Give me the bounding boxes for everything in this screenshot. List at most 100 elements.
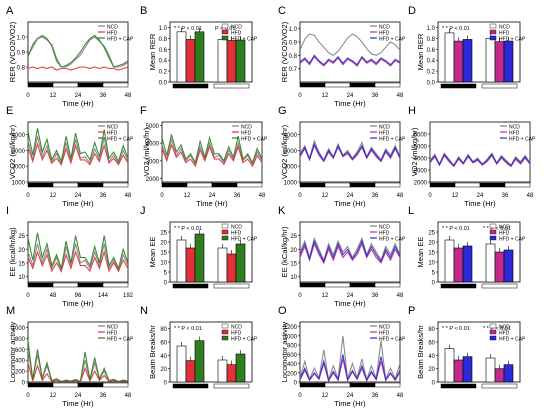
legend-swatch — [489, 323, 497, 329]
x-axis-label: Time (Hr) — [62, 99, 94, 108]
bar-dark-hfd — [185, 39, 196, 83]
legend-swatch — [489, 23, 497, 29]
x-tick-label: 48 — [397, 293, 404, 299]
bar-light-ncd — [485, 243, 496, 283]
y-tick-label: 1000 — [12, 326, 26, 332]
series-line-hfd — [161, 143, 263, 168]
y-tick-label: 5000 — [146, 124, 160, 130]
dark-phase-bar — [479, 182, 506, 188]
y-tick-label: 0 — [22, 381, 26, 387]
legend-label: NCD — [107, 125, 118, 131]
panel-letter: F — [140, 105, 147, 117]
y-tick-label: 600 — [15, 348, 26, 354]
x-tick-label: 48 — [125, 93, 132, 99]
x-tick-label: 36 — [234, 193, 241, 199]
significance-annotation: * * P < 0.01 — [174, 26, 202, 32]
bar-light-hfd-cap — [503, 364, 514, 383]
y-tick-label: 20 — [428, 367, 435, 373]
y-tick-label: 3000 — [414, 169, 428, 175]
panel-letter: K — [278, 205, 286, 217]
legend-label: NCD — [107, 25, 118, 31]
y-axis-label: VO2 (ml/kg/hr) — [410, 127, 419, 176]
y-tick-label: 0.9 — [17, 51, 26, 57]
bar-dark-ncd — [444, 239, 455, 283]
legend-label: HFD — [107, 331, 118, 337]
x-tick-label: 192 — [123, 293, 134, 299]
legend-label: NCD — [241, 125, 252, 131]
legend-swatch — [221, 335, 229, 341]
significance-annotation: P < 0.01 — [215, 26, 236, 32]
x-tick-label: 48 — [259, 193, 266, 199]
legend-label: HFD — [107, 31, 118, 37]
legend-label: HFD — [231, 231, 242, 237]
panel-letter: C — [278, 5, 286, 17]
legend-label: HFD — [509, 131, 520, 137]
dark-phase-bar — [299, 282, 326, 288]
x-tick-label: 36 — [372, 393, 379, 399]
y-tick-label: 3000 — [146, 159, 160, 165]
y-tick-label: 0.8 — [289, 54, 298, 60]
y-tick-label: 0 — [432, 381, 436, 387]
legend-swatch — [489, 329, 497, 335]
legend-label: NCD — [379, 125, 390, 131]
y-tick-label: 0.6 — [159, 48, 168, 54]
legend-label: HFD — [241, 131, 252, 137]
y-tick-label: 600 — [287, 353, 298, 359]
bar-dark-hfd — [453, 247, 464, 283]
series-line-hfd-cap — [27, 341, 129, 383]
bar-dark-hfd — [185, 360, 196, 383]
dark-phase-bar — [299, 82, 326, 88]
legend-label: NCD — [509, 125, 520, 131]
bar-dark-hfd-cap — [194, 31, 205, 83]
x-tick-label: 48 — [50, 293, 57, 299]
series-line-hfd-cap — [299, 142, 401, 162]
panel-letter: D — [408, 5, 416, 17]
legend-label: HFD + CAP — [379, 137, 406, 143]
y-tick-label: 0.4 — [427, 59, 436, 65]
light-phase-bar — [236, 182, 263, 188]
panel-letter: J — [140, 205, 146, 217]
y-tick-label: 1000 — [284, 334, 298, 340]
dark-phase-bar — [27, 82, 54, 88]
y-tick-label: 2000 — [284, 165, 298, 171]
significance-annotation: * * P < 0.01 — [483, 326, 511, 332]
light-phase-bar — [324, 282, 351, 288]
legend-label: HFD + CAP — [241, 137, 268, 143]
legend-label: HFD — [499, 331, 510, 337]
significance-annotation: * * P < 0.01 — [442, 326, 470, 332]
series-line-hfd-cap — [299, 54, 401, 66]
x-tick-label: 0 — [298, 393, 302, 399]
dark-phase-bar — [27, 282, 54, 288]
y-tick-label: 40 — [160, 354, 167, 360]
dark-phase-bar — [440, 283, 477, 289]
y-tick-label: 0.0 — [159, 81, 168, 87]
y-tick-label: 25 — [160, 231, 167, 237]
y-axis-label: Mean EE — [416, 237, 425, 268]
x-axis-label: Time (Hr) — [334, 399, 366, 408]
x-tick-label: 0 — [428, 193, 432, 199]
dark-phase-bar — [77, 282, 104, 288]
bar-dark-hfd-cap — [462, 39, 473, 83]
legend-swatch — [489, 29, 497, 35]
legend-label: HFD + CAP — [231, 237, 258, 243]
panel-letter: M — [6, 305, 15, 317]
bar-light-hfd — [226, 40, 237, 83]
y-axis-label: Mean RER — [148, 33, 157, 70]
light-phase-bar — [52, 182, 79, 188]
x-axis-label: Time (Hr) — [62, 399, 94, 408]
x-tick-label: 48 — [125, 193, 132, 199]
significance-annotation: * * P < 0.01 — [442, 26, 470, 32]
legend-swatch — [489, 235, 497, 241]
y-tick-label: 10 — [290, 275, 297, 281]
legend-label: NCD — [107, 325, 118, 331]
x-tick-label: 36 — [372, 193, 379, 199]
x-tick-label: 12 — [452, 193, 459, 199]
x-tick-label: 24 — [75, 193, 82, 199]
legend-label: NCD — [231, 25, 242, 31]
panel-letter: P — [408, 305, 415, 317]
